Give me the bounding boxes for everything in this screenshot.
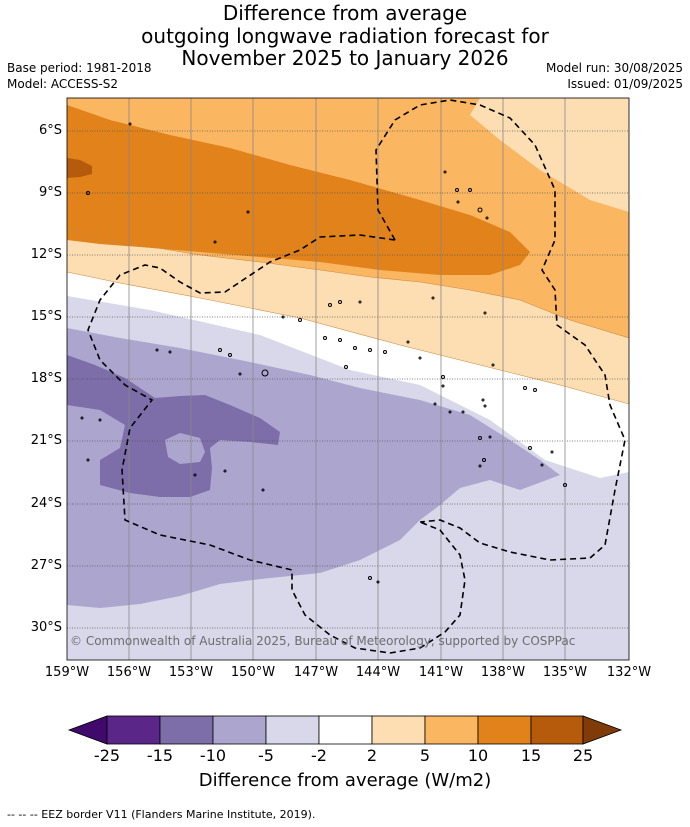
anomaly-field-orange-light-ne: [470, 98, 629, 212]
anomaly-field-orange-dark: [67, 105, 530, 275]
lon-label: 141°W: [418, 665, 464, 680]
lat-label: 24°S: [30, 496, 62, 511]
colorbar-tick: -15: [146, 746, 174, 765]
copyright-notice: © Commonwealth of Australia 2025, Bureau…: [70, 634, 576, 648]
colorbar-under: [67, 715, 108, 745]
colorbar-tick: 2: [366, 746, 378, 765]
model-name: Model: ACCESS-S2: [7, 77, 119, 91]
lat-label: 12°S: [30, 247, 62, 262]
lat-label: 15°S: [30, 309, 62, 324]
colorbar-bin-1: [106, 715, 161, 745]
run-info: Model run: 30/08/2025 Issued: 01/09/2025: [546, 60, 683, 92]
colorbar-bin-8: [477, 715, 532, 745]
lon-label: 144°W: [355, 665, 401, 680]
colorbar-tick: 15: [520, 746, 542, 765]
islands: [80, 122, 567, 584]
lat-label: 6°S: [38, 123, 62, 138]
colorbar-bin-3: [212, 715, 267, 745]
colorbar-bin-9: [530, 715, 584, 745]
model-info: Base period: 1981-2018 Model: ACCESS-S2: [7, 60, 152, 92]
issued-date: Issued: 01/09/2025: [567, 77, 683, 91]
colorbar-bin-7: [424, 715, 479, 745]
map-title: Difference from average outgoing longwav…: [0, 2, 690, 70]
lon-label: 156°W: [106, 665, 152, 680]
colorbar: [67, 715, 623, 745]
graticule: [67, 130, 629, 629]
lon-label: 138°W: [480, 665, 526, 680]
model-run: Model run: 30/08/2025: [545, 61, 683, 75]
eez-borders: [87, 99, 626, 654]
lon-label: 159°W: [44, 665, 90, 680]
lat-label: 9°S: [38, 185, 62, 200]
lon-label: 150°W: [230, 665, 276, 680]
title-line-2: outgoing longwave radiation forecast for: [141, 23, 549, 48]
colorbar-bin-2: [159, 715, 214, 745]
colorbar-tick: -10: [199, 746, 227, 765]
colorbar-tick: -5: [258, 746, 274, 765]
lat-label: 21°S: [30, 433, 62, 448]
base-period: Base period: 1981-2018: [7, 61, 152, 75]
colorbar-over: [582, 715, 623, 745]
lat-label: 30°S: [30, 620, 62, 635]
lat-label: 18°S: [30, 371, 62, 386]
colorbar-tick: -25: [93, 746, 121, 765]
lon-label: 153°W: [168, 665, 214, 680]
colorbar-tick: -2: [311, 746, 327, 765]
lon-label: 147°W: [293, 665, 339, 680]
footer-note: -- -- -- EEZ border V11 (Flanders Marine…: [7, 808, 316, 821]
colorbar-tick: 25: [572, 746, 594, 765]
eez-border-french-polynesia: [375, 99, 626, 561]
eez-border-cook-islands: [87, 234, 466, 654]
title-line-1: Difference from average: [222, 1, 468, 25]
lat-label: 27°S: [30, 558, 62, 573]
lon-label: 135°W: [542, 665, 588, 680]
colorbar-title: Difference from average (W/m2): [198, 770, 492, 791]
map-area: [67, 98, 629, 660]
colorbar-bin-6: [371, 715, 426, 745]
title-line-3: November 2025 to January 2026: [181, 46, 509, 70]
colorbar-tick: 10: [467, 746, 489, 765]
anomaly-field-brown: [67, 158, 92, 178]
lon-label: 132°W: [606, 665, 652, 680]
colorbar-bin-5: [318, 715, 373, 745]
map-frame: [66, 97, 630, 661]
anomaly-field-purple-dark: [67, 355, 280, 497]
colorbar-tick: 5: [419, 746, 431, 765]
contour-lines: [67, 227, 629, 405]
colorbar-bin-4: [265, 715, 320, 745]
